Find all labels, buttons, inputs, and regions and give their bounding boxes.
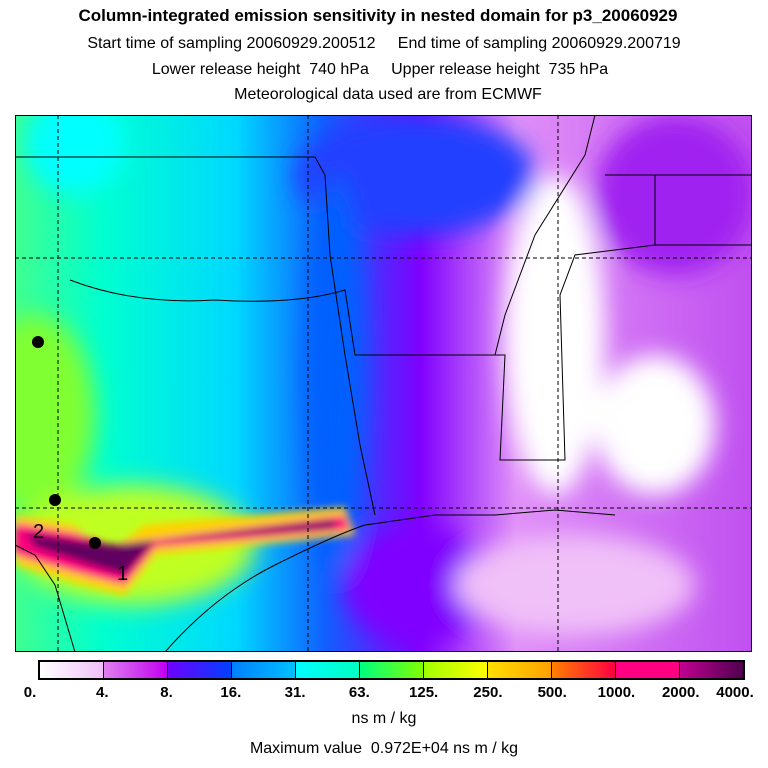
colorbar-segment	[552, 662, 616, 678]
colorbar-tick-label: 500.	[537, 684, 567, 701]
colorbar-segment	[232, 662, 296, 678]
boundaries	[15, 115, 752, 652]
colorbar-tick-label: 0.	[23, 684, 37, 701]
colorbar-tick-label: 16.	[220, 684, 242, 701]
map-frame	[15, 115, 752, 652]
colorbar-tick-label: 125.	[409, 684, 439, 701]
colorbar-tick-label: 63.	[348, 684, 370, 701]
lower-release: Lower release height 740 hPa	[151, 61, 369, 78]
marker-label-1: 1	[117, 563, 128, 585]
met-data: Meteorological data used are from ECMWF	[234, 86, 542, 103]
marker-label-2: 2	[33, 521, 44, 543]
colorbar-segment	[488, 662, 552, 678]
colorbar-tick-label: 2000.	[661, 684, 700, 701]
colorbar-tick-label: 8.	[160, 684, 173, 701]
colorbar-tick-label: 31.	[284, 684, 306, 701]
plume	[15, 507, 355, 595]
sensitivity-map: 1 2	[15, 115, 752, 652]
colorbar-segment	[360, 662, 424, 678]
marker-point	[89, 537, 101, 549]
colorbar-segment	[40, 662, 104, 678]
colorbar-tick-label: 1000.	[597, 684, 636, 701]
upper-release: Upper release height 735 hPa	[391, 61, 609, 78]
colorbar-segment	[296, 662, 360, 678]
colorbar-segment	[424, 662, 488, 678]
colorbar-unit: ns m / kg	[351, 710, 417, 727]
colorbar-tick-label: 250.	[473, 684, 503, 701]
colorbar-tick-label: 4.	[96, 684, 109, 701]
plot-title: Column-integrated emission sensitivity i…	[78, 6, 678, 25]
release-heights: Lower release height 740 hPa Upper relea…	[0, 61, 764, 79]
release-markers: 1 2	[32, 336, 128, 585]
colorbar	[38, 660, 745, 680]
colorbar-segment	[680, 662, 743, 678]
colorbar-segment	[104, 662, 168, 678]
max-value: Maximum value 0.972E+04 ns m / kg	[249, 740, 519, 757]
marker-point	[49, 494, 61, 506]
marker-point	[32, 336, 44, 348]
grid-lines	[15, 115, 752, 652]
start-time: Start time of sampling 20060929.200512	[87, 35, 376, 52]
sampling-times: Start time of sampling 20060929.200512 E…	[0, 35, 768, 53]
colorbar-segment	[616, 662, 680, 678]
end-time: End time of sampling 20060929.200719	[397, 35, 681, 52]
colorbar-tick-label: 4000.	[716, 684, 754, 701]
colorbar-segment	[168, 662, 232, 678]
